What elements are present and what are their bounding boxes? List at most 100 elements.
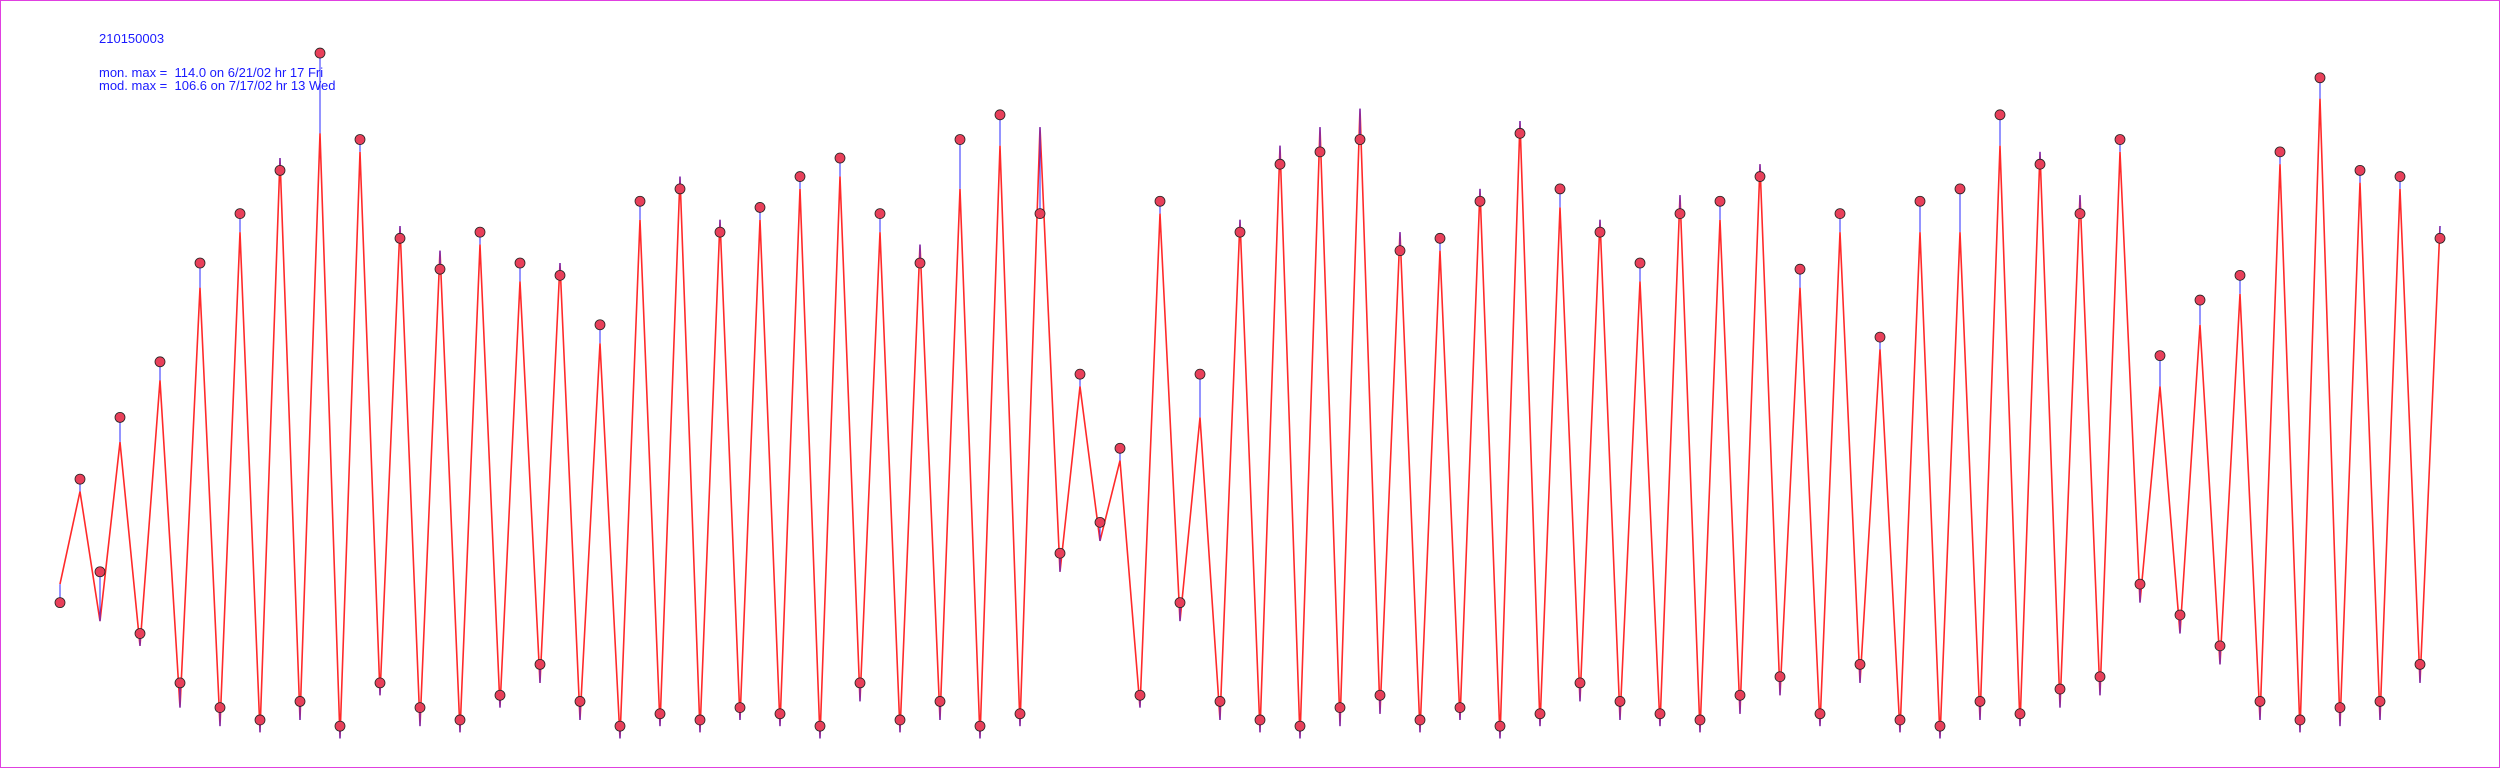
- monitored-point: [674, 183, 686, 195]
- monitored-point: [1774, 671, 1786, 683]
- monitored-point: [234, 208, 246, 220]
- monitored-point: [2014, 708, 2026, 720]
- monitored-point: [594, 319, 606, 331]
- monitored-point: [2094, 671, 2106, 683]
- monitored-point: [1274, 158, 1286, 170]
- monitored-point: [854, 677, 866, 689]
- monitored-point: [874, 208, 886, 220]
- monitored-point: [394, 232, 406, 244]
- monitored-point: [1914, 195, 1926, 207]
- monitored-point: [154, 356, 166, 368]
- monitored-point: [1134, 689, 1146, 701]
- monitored-point: [2254, 696, 2266, 707]
- monitored-point: [2374, 696, 2386, 707]
- monitored-point: [2114, 134, 2126, 145]
- monitored-point: [2354, 164, 2366, 176]
- monitored-point: [2054, 683, 2066, 695]
- monitored-point: [1334, 702, 1346, 713]
- monitored-point: [134, 628, 146, 639]
- monitored-point: [374, 677, 386, 689]
- monitored-point: [2294, 714, 2306, 726]
- monitored-point: [2174, 609, 2186, 621]
- monitored-point: [1174, 597, 1186, 609]
- monitored-point: [1514, 127, 1526, 139]
- monitored-point: [1294, 720, 1306, 732]
- monitored-point: [914, 257, 926, 269]
- monitored-point: [314, 47, 326, 59]
- monitored-point: [2134, 578, 2146, 590]
- monitored-point: [1434, 232, 1446, 244]
- monitored-point: [954, 134, 966, 145]
- monitored-point: [754, 202, 766, 213]
- monitored-point: [1794, 263, 1806, 275]
- monitored-point: [1034, 208, 1046, 220]
- monitored-point: [194, 257, 206, 269]
- monitored-point: [654, 708, 666, 720]
- monitored-point: [1394, 245, 1406, 257]
- monitored-point: [934, 696, 946, 707]
- monitored-point: [1674, 208, 1686, 220]
- monitored-point: [2074, 208, 2086, 220]
- monitored-point: [614, 720, 626, 732]
- monitored-point: [2314, 72, 2326, 84]
- monitored-point: [1414, 714, 1426, 726]
- monitored-point: [294, 696, 306, 707]
- annotation: mod. max = 106.6 on 7/17/02 hr 13 Wed: [99, 78, 335, 93]
- monitored-point: [1194, 368, 1206, 380]
- monitored-point: [1654, 708, 1666, 720]
- chart-title: 210150003: [99, 31, 164, 46]
- monitored-point: [1114, 442, 1126, 454]
- monitored-point: [274, 164, 286, 176]
- monitored-point: [1214, 696, 1226, 707]
- monitored-point: [114, 411, 126, 423]
- monitored-point: [1234, 226, 1246, 238]
- monitored-point: [454, 714, 466, 726]
- monitored-point: [1634, 257, 1646, 269]
- monitored-point: [354, 134, 366, 145]
- monitored-point: [1354, 134, 1366, 145]
- monitored-point: [974, 720, 986, 732]
- monitored-point: [734, 702, 746, 713]
- monitored-point: [1454, 702, 1466, 713]
- monitored-point: [254, 714, 266, 726]
- monitored-point: [534, 658, 546, 670]
- monitored-point: [1954, 183, 1966, 195]
- monitored-point: [694, 714, 706, 726]
- monitored-point: [2154, 350, 2166, 362]
- monitored-point: [1694, 714, 1706, 726]
- monitored-point: [1374, 689, 1386, 701]
- monitored-point: [2334, 702, 2346, 713]
- monitored-point: [334, 720, 346, 732]
- monitored-point: [994, 109, 1006, 121]
- monitored-point: [894, 714, 906, 726]
- monitored-point: [794, 171, 806, 182]
- monitored-point: [1554, 183, 1566, 195]
- monitored-point: [174, 677, 186, 689]
- monitored-point: [574, 696, 586, 707]
- monitored-point: [1534, 708, 1546, 720]
- monitored-point: [1574, 677, 1586, 689]
- monitored-point: [834, 152, 846, 164]
- monitored-point: [74, 473, 86, 485]
- monitored-point: [774, 708, 786, 720]
- monitored-point: [94, 566, 106, 578]
- monitored-point: [434, 263, 446, 275]
- monitored-point: [1894, 714, 1906, 726]
- monitored-point: [1314, 146, 1326, 158]
- monitored-point: [1474, 195, 1486, 207]
- monitored-point: [1734, 689, 1746, 701]
- monitored-point: [1054, 547, 1066, 559]
- monitored-point: [2434, 232, 2446, 244]
- monitored-point: [54, 597, 66, 609]
- monitored-point: [214, 702, 226, 713]
- monitored-point: [1854, 658, 1866, 670]
- monitored-point: [2234, 269, 2246, 281]
- monitored-point: [2214, 640, 2226, 652]
- monitored-point: [1614, 696, 1626, 707]
- monitored-point: [1014, 708, 1026, 720]
- monitored-point: [1994, 109, 2006, 121]
- monitored-point: [1814, 708, 1826, 720]
